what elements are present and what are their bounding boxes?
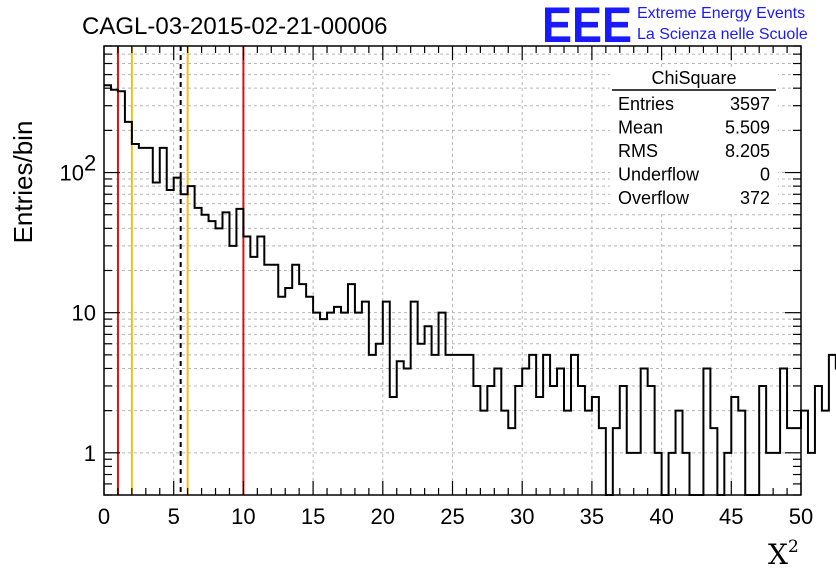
stats-row-value: 8.205 [725,141,770,161]
vertical-cut-lines [116,46,245,495]
x-axis-label-base: X [768,538,788,571]
x-tick-label: 40 [649,504,673,529]
stats-row-value: 3597 [730,94,770,114]
y-axis-label: Entries/bin [8,121,38,244]
x-tick-label: 15 [301,504,325,529]
y-tick-label: 1 [84,441,96,466]
x-tick-label: 30 [510,504,534,529]
stats-box: ChiSquare Entries 3597 Mean 5.509 RMS 8.205 Un… [610,67,778,213]
y-tick-label: 10 [72,301,96,326]
stats-row-label: Overflow [618,188,690,208]
stats-row-label: Entries [618,94,674,114]
y-tick-label: 10 [60,161,84,186]
logo-letters: EEE [542,0,632,53]
stats-row-value: 372 [740,188,770,208]
x-tick-label: 5 [168,504,180,529]
x-axis-label: X2 [768,537,799,571]
x-tick-label: 25 [440,504,464,529]
histogram-outline [104,84,836,496]
y-tick-label-sup: 2 [84,151,96,176]
stats-row-value: 5.509 [725,118,770,138]
x-tick-label: 35 [580,504,604,529]
x-tick-label: 20 [371,504,395,529]
logo-line-1: Extreme Energy Events [637,5,805,22]
eee-logo: EEE Extreme Energy Events La Scienza nel… [542,0,808,53]
x-tick-label: 0 [98,504,110,529]
stats-row-label: Underflow [618,165,700,185]
x-tick-label: 50 [789,504,813,529]
stats-row-label: RMS [618,141,658,161]
grid [104,46,801,495]
chart-title: CAGL-03-2015-02-21-00006 [82,13,388,40]
x-tick-labels: 0 5 10 15 20 25 30 35 40 45 50 [98,504,813,529]
stats-row-value: 0 [760,165,770,185]
x-tick-label: 45 [719,504,743,529]
logo-line-2: La Scienza nelle Scuole [637,26,808,43]
x-axis-label-sup: 2 [788,537,799,557]
stats-title: ChiSquare [651,68,736,88]
axis-ticks [103,45,802,496]
stats-row-label: Mean [618,118,663,138]
x-tick-label: 10 [231,504,255,529]
